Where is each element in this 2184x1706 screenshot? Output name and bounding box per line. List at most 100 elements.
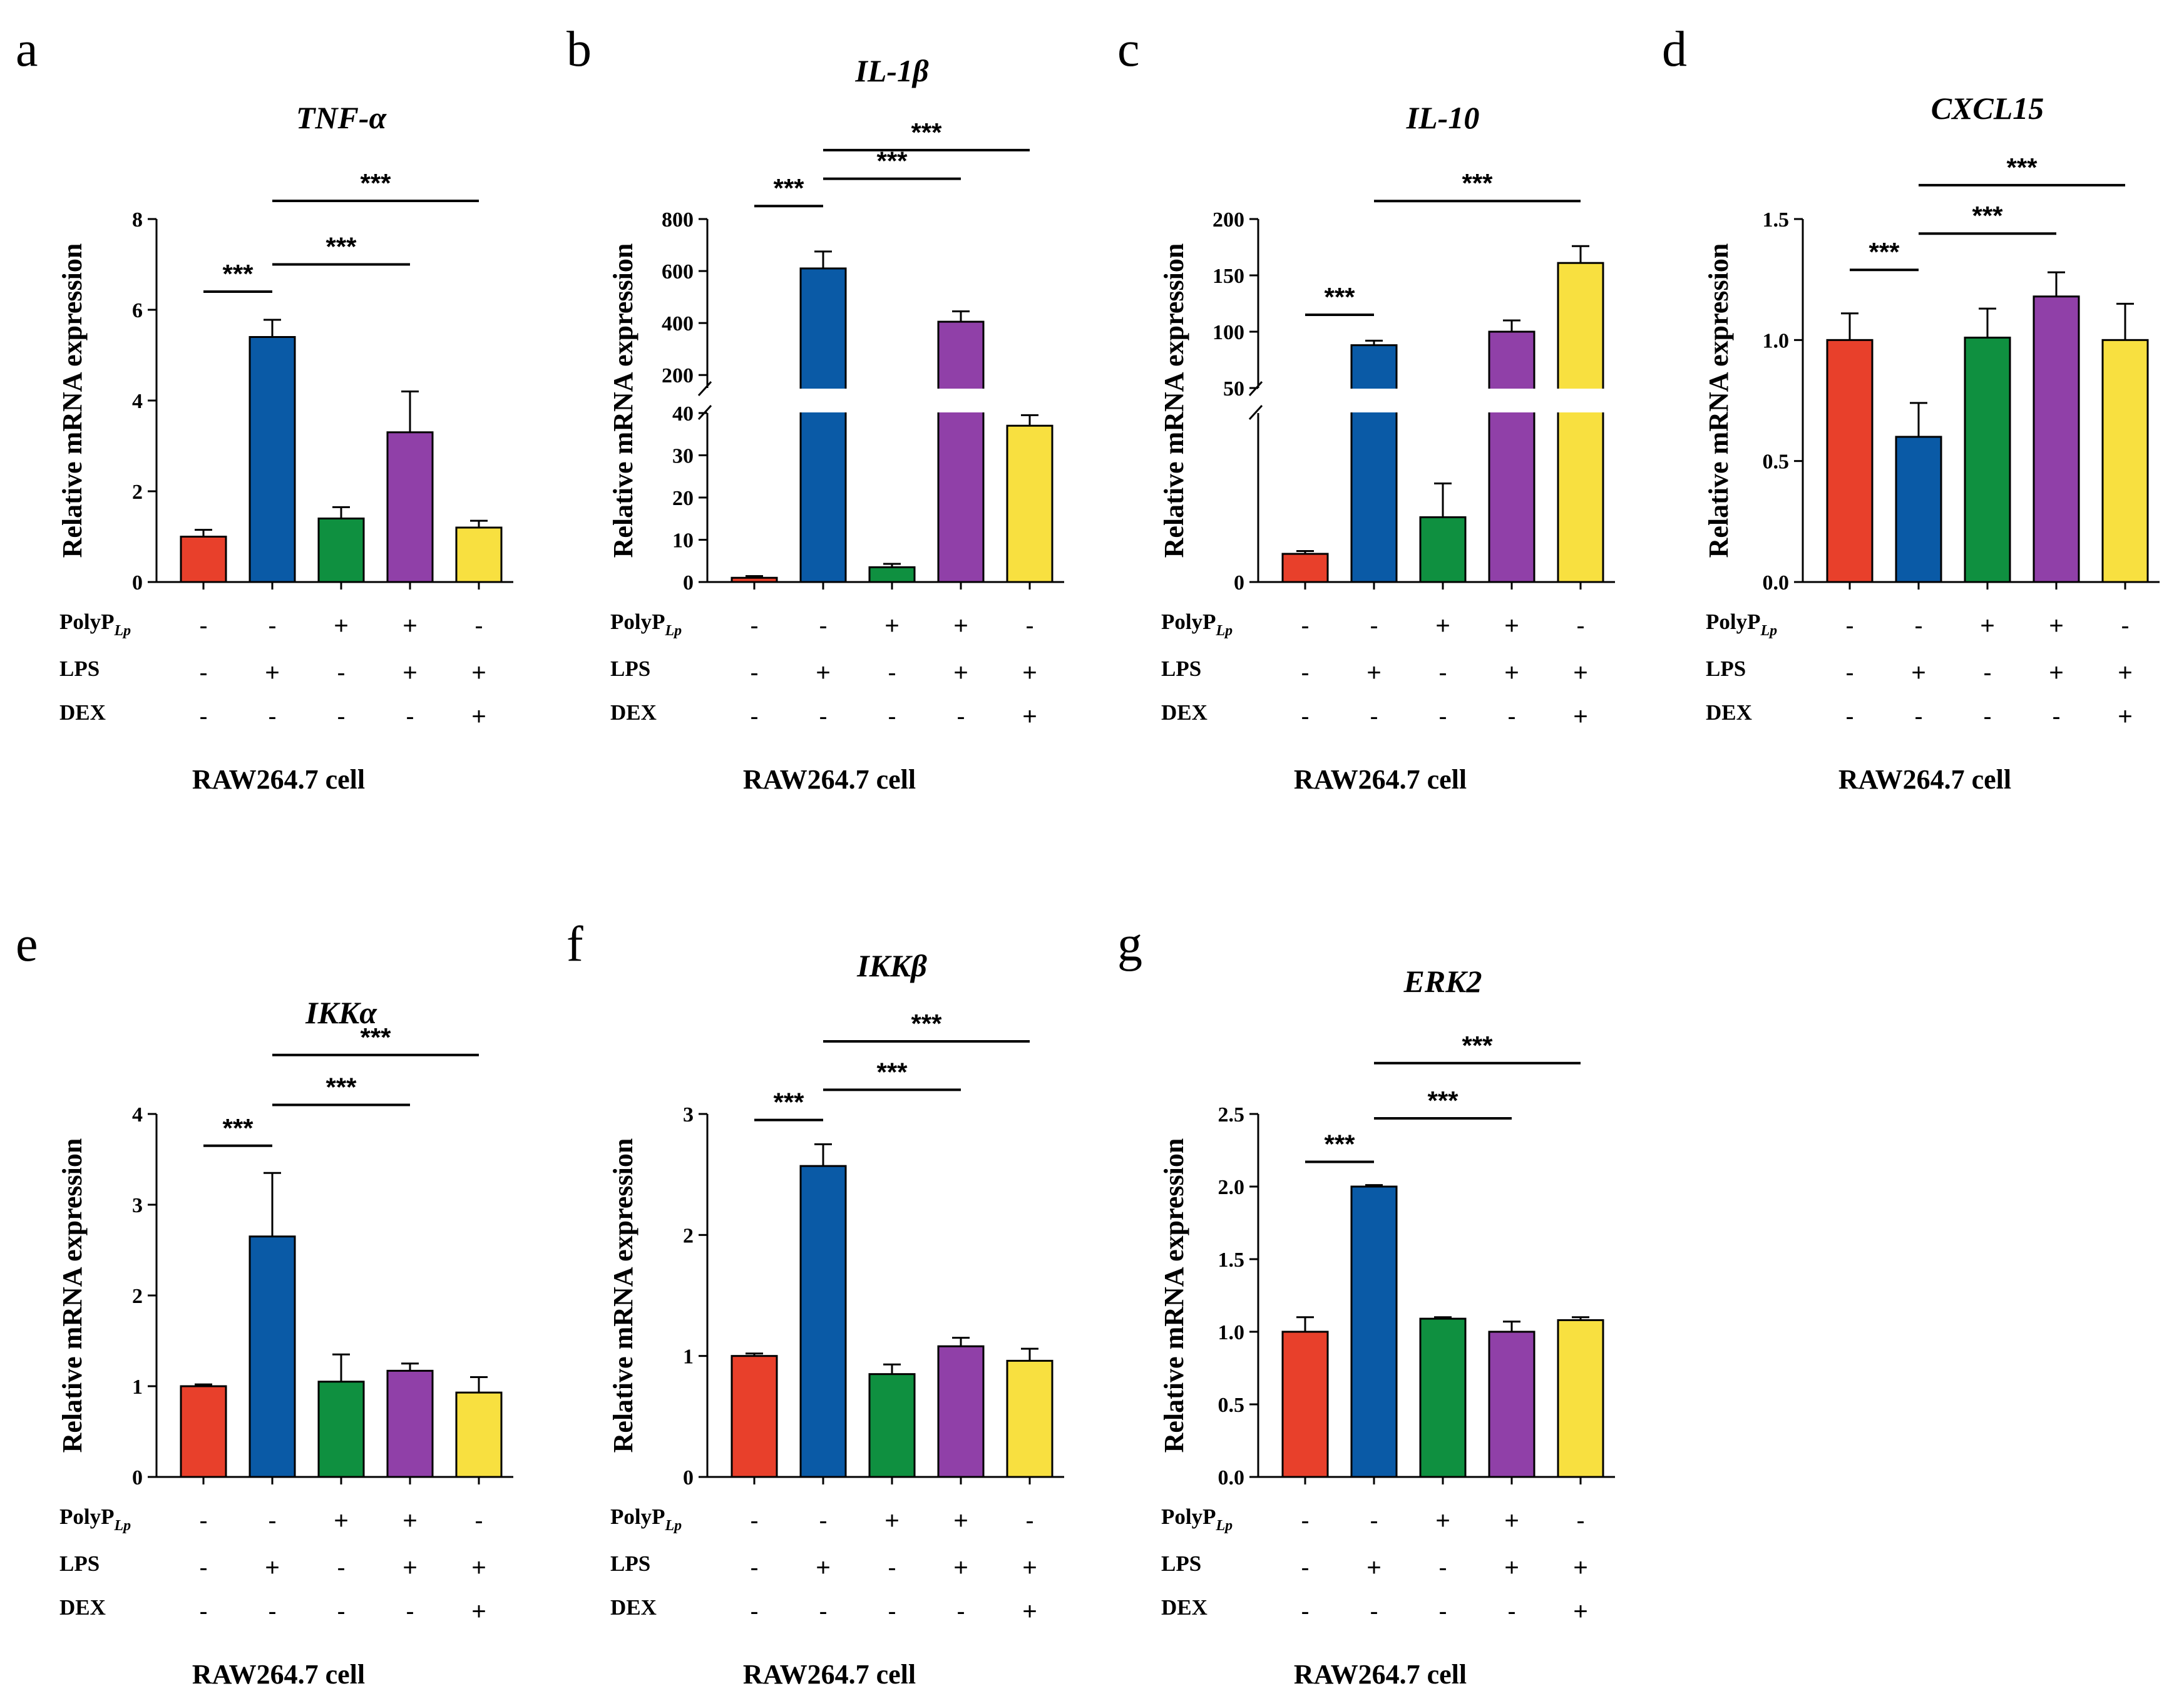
treatment-sign: -	[199, 612, 207, 640]
row-label-dex: DEX	[59, 1595, 106, 1620]
treatment-sign: +	[402, 612, 417, 640]
y-tick-label: 600	[662, 260, 694, 283]
bar-polyp	[1964, 336, 2011, 583]
treatment-sign: -	[1507, 1598, 1515, 1625]
treatment-sign: -	[1576, 612, 1584, 640]
x-axis-label: RAW264.7 cell	[1294, 764, 1467, 795]
treatment-sign: -	[1438, 1598, 1447, 1625]
treatment-sign: +	[953, 1554, 968, 1581]
y-tick-label: 2.5	[1218, 1103, 1245, 1126]
axis-break-gap	[682, 389, 1070, 412]
treatment-sign: -	[2052, 703, 2060, 730]
bar-polyp-lps	[2033, 295, 2080, 583]
treatment-sign: +	[953, 612, 968, 640]
treatment-sign: -	[199, 1554, 207, 1581]
y-tick-label: 2	[683, 1224, 694, 1247]
treatment-sign: +	[2118, 703, 2132, 730]
treatment-sign: -	[199, 1598, 207, 1625]
chart-panel-a: a TNF-α Relative mRNA expression 0 2 4 6 8 *** **…	[16, 22, 513, 795]
row-label-lps: LPS	[610, 1551, 650, 1576]
y-tick-label: 100	[1212, 321, 1244, 344]
bar-dex-lps	[1557, 1319, 1604, 1478]
y-tick-label: 1	[132, 1376, 143, 1399]
significance-label: ***	[326, 1073, 357, 1102]
treatment-sign: +	[953, 659, 968, 687]
y-tick-label: 30	[672, 445, 694, 468]
treatment-sign: -	[1507, 703, 1515, 730]
significance-label: ***	[1427, 1086, 1459, 1115]
y-tick-label: 6	[132, 299, 143, 322]
treatment-sign: +	[1980, 612, 1994, 640]
significance-label: ***	[222, 1113, 254, 1143]
treatment-sign: +	[1573, 659, 1587, 687]
treatment-sign: -	[1438, 703, 1447, 730]
treatment-sign: +	[2118, 659, 2132, 687]
panel-letter: b	[567, 22, 592, 77]
bar-dex-lps	[1006, 1359, 1054, 1478]
treatment-sign: +	[1022, 1554, 1037, 1581]
bar-control	[180, 536, 227, 583]
significance-label: ***	[773, 1088, 804, 1117]
y-tick-label: 0	[132, 571, 143, 595]
treatment-sign: +	[2049, 659, 2063, 687]
significance-label: ***	[911, 118, 942, 147]
treatment-sign: -	[406, 1598, 414, 1625]
significance-label: ***	[2006, 153, 2038, 182]
treatment-sign: -	[819, 612, 827, 640]
treatment-sign: -	[1301, 1598, 1309, 1625]
significance-label: ***	[326, 232, 357, 262]
row-label-dex: DEX	[1161, 700, 1207, 725]
chart-panel-d: d CXCL15 Relative mRNA expression 0.0 0.5 1.0…	[1662, 22, 2160, 795]
y-tick-label: 1	[683, 1346, 694, 1369]
treatment-sign: -	[1845, 612, 1853, 640]
bar-control	[1281, 1331, 1329, 1478]
panel-letter: f	[567, 917, 583, 972]
treatment-sign: -	[337, 1598, 345, 1625]
chart-title: IL-10	[1406, 100, 1480, 135]
axis-break-mark	[1248, 404, 1263, 421]
treatment-sign: -	[1301, 612, 1309, 640]
treatment-sign: +	[1022, 1598, 1037, 1625]
treatment-sign: +	[265, 1554, 279, 1581]
bar-control	[1281, 553, 1329, 583]
treatment-sign: -	[474, 612, 483, 640]
treatment-sign: -	[1370, 703, 1378, 730]
treatment-sign: -	[888, 703, 896, 730]
treatment-sign: -	[888, 1554, 896, 1581]
y-tick-label: 3	[683, 1103, 694, 1126]
x-axis-label: RAW264.7 cell	[743, 764, 916, 795]
y-tick-label: 0.0	[1218, 1466, 1245, 1489]
row-label-polyp: PolyPLp	[59, 610, 131, 639]
treatment-sign: -	[819, 703, 827, 730]
treatment-sign: -	[1301, 659, 1309, 687]
y-axis-label: Relative mRNA expression	[1703, 243, 1734, 558]
treatment-sign: +	[1573, 1598, 1587, 1625]
y-tick-label: 1.5	[1218, 1249, 1245, 1272]
panel-letter: a	[16, 22, 38, 77]
y-tick-label: 150	[1212, 265, 1244, 288]
treatment-sign: -	[1025, 1507, 1033, 1535]
treatment-sign: +	[402, 1554, 417, 1581]
bar-dex-lps	[1006, 424, 1054, 583]
y-axis-label: Relative mRNA expression	[1159, 1138, 1189, 1453]
chart-title: ERK2	[1403, 964, 1482, 999]
treatment-sign: +	[1573, 703, 1587, 730]
treatment-sign: -	[1370, 1507, 1378, 1535]
bar-control	[731, 1355, 778, 1478]
row-label-lps: LPS	[1161, 1551, 1201, 1576]
y-tick-label: 1.0	[1218, 1321, 1245, 1344]
chart-panel-g: g ERK2 Relative mRNA expression 0.0 0.5 1.0 1.…	[1117, 917, 1615, 1690]
significance-label: ***	[1972, 201, 2003, 230]
row-label-dex: DEX	[610, 1595, 657, 1620]
chart-title: IL-1β	[854, 53, 929, 88]
treatment-sign: +	[884, 612, 899, 640]
x-axis-label: RAW264.7 cell	[743, 1659, 916, 1690]
bar-polyp-lps	[386, 431, 434, 583]
chart-title: CXCL15	[1931, 91, 2044, 126]
treatment-sign: -	[819, 1507, 827, 1535]
treatment-sign: -	[750, 1598, 758, 1625]
bar-dex-lps	[2101, 339, 2149, 583]
y-tick-label: 200	[662, 364, 694, 387]
y-tick-label: 2.0	[1218, 1176, 1245, 1199]
